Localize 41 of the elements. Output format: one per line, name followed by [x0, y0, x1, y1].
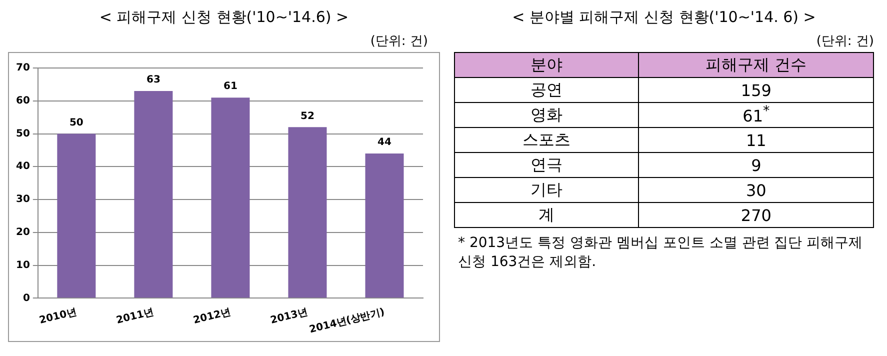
y-tick-label: 70 — [16, 62, 30, 74]
category-label: 공연 — [454, 78, 639, 102]
text: 피해구제 건수 — [638, 52, 874, 78]
data-label: 9 — [638, 152, 874, 178]
category-label: 스포츠 — [454, 128, 639, 152]
bar — [57, 134, 96, 298]
text: (단위: 건) — [369, 33, 429, 51]
category-label: 영화 — [454, 102, 639, 128]
data-label: 30 — [638, 178, 874, 202]
bar — [211, 98, 250, 298]
y-tick-label: 10 — [16, 260, 30, 271]
text: * 2013년도 특정 영화관 멤버십 포인트 소멸 관련 집단 피해구제 신청 163건은 제외함. — [457, 234, 864, 272]
bar — [134, 91, 173, 298]
category-label: 기타 — [454, 178, 639, 202]
category-label: 계 — [454, 202, 639, 228]
data-label: 50 — [69, 117, 84, 128]
x-tick-label: 2012년 — [192, 306, 232, 326]
chart-title: < 피해구제 신청 현황('10~'14.6) > — [98, 8, 350, 28]
y-tick-label: 30 — [16, 194, 30, 206]
text: 분야 — [454, 52, 639, 78]
data-label: 63 — [146, 74, 160, 86]
y-tick-label: 50 — [16, 128, 30, 140]
data-label: 159 — [638, 78, 874, 102]
y-tick-label: 20 — [16, 226, 30, 238]
data-label: 61$^{*}$ — [638, 102, 874, 128]
x-tick-label: 2011년 — [115, 306, 155, 326]
y-tick-label: 60 — [16, 95, 30, 106]
data-label: 270 — [638, 202, 874, 228]
x-tick-label: 2013년 — [269, 306, 309, 326]
bar — [288, 127, 327, 298]
data-label: 44 — [378, 137, 392, 148]
data-label: 61 — [223, 81, 238, 92]
data-label: 52 — [300, 110, 314, 122]
y-tick-label: 40 — [16, 161, 30, 172]
category-label: 연극 — [454, 152, 639, 178]
text: < 분야별 피해구제 신청 현황('10~'14. 6) > — [511, 8, 817, 28]
x-tick-label: 2010년 — [38, 306, 78, 326]
bar — [365, 153, 404, 298]
y-tick-label: 0 — [22, 292, 30, 304]
text: (단위: 건) — [815, 33, 874, 51]
data-label: 11 — [638, 128, 874, 152]
